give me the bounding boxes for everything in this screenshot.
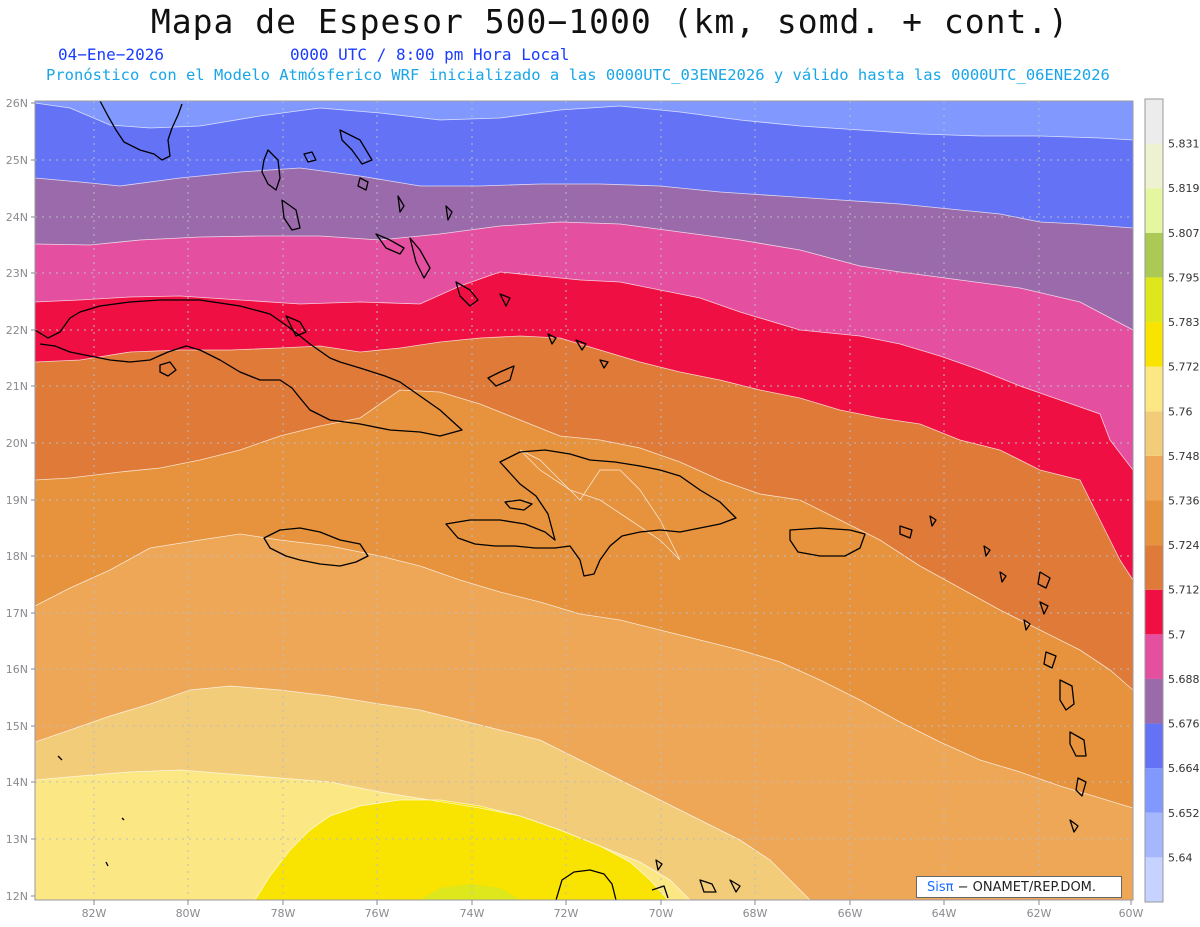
colorbar-label: 5.7: [1168, 628, 1186, 641]
lat-label: 19N: [6, 494, 28, 507]
lat-label: 13N: [6, 833, 28, 846]
colorbar-swatch: [1145, 500, 1163, 546]
lat-label: 23N: [6, 267, 28, 280]
colorbar-swatch: [1145, 678, 1163, 724]
colorbar-label: 5.76: [1168, 405, 1193, 418]
lon-label: 64W: [932, 907, 957, 920]
contour-lines: [35, 102, 1133, 900]
lat-label: 24N: [6, 211, 28, 224]
lat-label: 25N: [6, 154, 28, 167]
colorbar-swatch: [1145, 277, 1163, 323]
colorbar-swatch: [1145, 99, 1163, 144]
lat-label: 21N: [6, 380, 28, 393]
model-info: Pronóstico con el Modelo Atmósferico WRF…: [46, 66, 1110, 84]
forecast-time: 0000 UTC / 8:00 pm Hora Local: [290, 45, 570, 64]
colorbar-swatch: [1145, 366, 1163, 412]
band-5783: [255, 800, 668, 900]
colorbar-frame: [1144, 98, 1164, 903]
lat-label: 16N: [6, 663, 28, 676]
forecast-date: 04−Ene−2026: [58, 45, 164, 64]
lon-label: 78W: [271, 907, 296, 920]
credit-box: Sisπ − ONAMET/REP.DOM.: [916, 876, 1122, 898]
lat-label: 22N: [6, 324, 28, 337]
lat-label: 15N: [6, 720, 28, 733]
colorbar-label: 5.652: [1168, 807, 1200, 820]
lon-axis: 82W 80W 78W 76W 74W 72W 70W 68W 66W 64W …: [82, 907, 1144, 920]
lon-label: 60W: [1119, 907, 1144, 920]
lat-label: 20N: [6, 437, 28, 450]
colorbar-label: 5.831: [1168, 138, 1200, 151]
band-5795: [420, 884, 520, 900]
lat-label: 12N: [6, 890, 28, 903]
colorbar-label: 5.712: [1168, 584, 1200, 597]
colorbar-swatch: [1145, 455, 1163, 501]
colorbar-swatch: [1145, 188, 1163, 233]
lat-label: 17N: [6, 607, 28, 620]
graticule: [35, 101, 1133, 900]
lat-ticks: [31, 102, 35, 897]
colorbar-label: 5.736: [1168, 495, 1200, 508]
lat-label: 14N: [6, 776, 28, 789]
lon-label: 72W: [554, 907, 579, 920]
colorbar-label: 5.772: [1168, 361, 1200, 374]
colorbar-swatch: [1145, 411, 1163, 456]
lon-label: 68W: [743, 907, 768, 920]
lon-label: 66W: [838, 907, 863, 920]
colorbar-label: 5.664: [1168, 762, 1200, 775]
colorbar-label: 5.783: [1168, 316, 1200, 329]
lon-label: 62W: [1027, 907, 1052, 920]
lon-label: 80W: [176, 907, 201, 920]
lon-label: 76W: [365, 907, 390, 920]
colorbar: 5.64 5.652 5.664 5.676 5.688 5.7 5.712 5.724 5.7…: [1144, 98, 1200, 903]
lat-axis: 26N 25N 24N 23N 22N 21N 20N 19N 18N 17N …: [6, 97, 28, 903]
colorbar-swatch: [1145, 857, 1163, 902]
colorbar-swatch: [1145, 634, 1163, 679]
credit-brand: Sisπ: [927, 880, 954, 895]
colorbar-swatch: [1145, 768, 1163, 813]
credit-text: − ONAMET/REP.DOM.: [957, 880, 1097, 895]
colorbar-label: 5.819: [1168, 182, 1200, 195]
lon-label: 82W: [82, 907, 107, 920]
colorbar-label: 5.748: [1168, 450, 1200, 463]
colorbar-label: 5.688: [1168, 673, 1200, 686]
lon-ticks: [93, 900, 1132, 905]
lon-label: 74W: [460, 907, 485, 920]
colorbar-label: 5.676: [1168, 718, 1200, 731]
colorbar-label: 5.795: [1168, 271, 1200, 284]
colorbar-swatch: [1145, 143, 1163, 189]
lat-label: 26N: [6, 97, 28, 110]
colorbar-swatch: [1145, 723, 1163, 769]
colorbar-swatch: [1145, 232, 1163, 278]
map-title: Mapa de Espesor 500−1000 (km, somd. + co…: [150, 2, 1070, 41]
lon-label: 70W: [649, 907, 674, 920]
colorbar-swatch: [1145, 812, 1163, 858]
colorbar-label: 5.64: [1168, 851, 1193, 864]
colorbar-label: 5.724: [1168, 539, 1200, 552]
coastlines: [35, 101, 1087, 900]
colorbar-swatch: [1145, 545, 1163, 590]
colorbar-label: 5.807: [1168, 227, 1200, 240]
colorbar-swatch: [1145, 589, 1163, 635]
lat-label: 18N: [6, 550, 28, 563]
colorbar-swatch: [1145, 322, 1163, 367]
